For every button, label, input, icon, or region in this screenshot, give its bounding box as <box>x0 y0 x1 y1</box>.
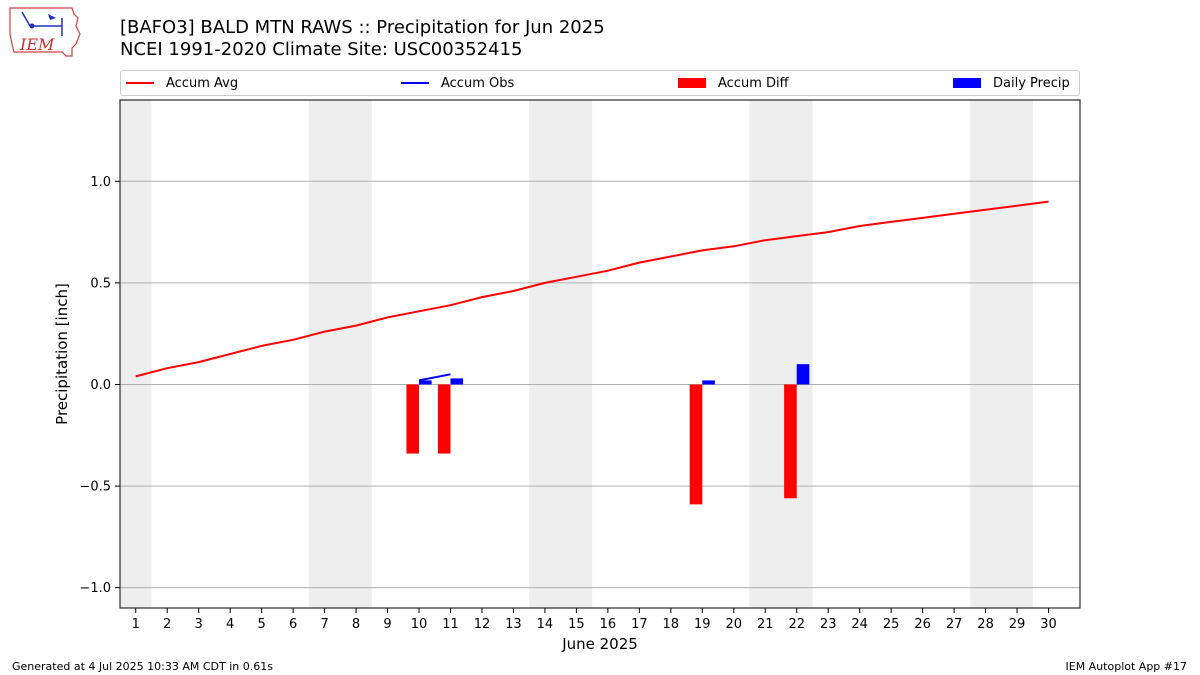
x-tick-label: 25 <box>883 617 900 632</box>
accum-diff-bar <box>784 384 797 499</box>
y-tick-label: 0.5 <box>90 276 111 291</box>
x-tick-label: 12 <box>474 617 491 632</box>
accum-obs-line <box>418 373 451 382</box>
x-tick-label: 10 <box>411 617 428 632</box>
weekend-shade <box>308 100 372 608</box>
x-tick-label: 22 <box>788 617 805 632</box>
x-tick-label: 2 <box>163 617 171 632</box>
y-tick-label: 0.0 <box>90 378 111 393</box>
y-tick-label: −0.5 <box>79 480 111 495</box>
x-tick-label: 7 <box>320 617 328 632</box>
daily-precip-bar <box>419 380 432 385</box>
legend-item-accum-diff: Accum Diff <box>678 71 789 95</box>
x-tick-label: 29 <box>1009 617 1026 632</box>
y-axis-label: Precipitation [inch] <box>53 283 71 425</box>
x-tick-label: 17 <box>631 617 648 632</box>
x-tick-label: 1 <box>132 617 140 632</box>
x-tick-label: 5 <box>257 617 265 632</box>
legend-label-accum-avg: Accum Avg <box>166 75 239 91</box>
legend-label-accum-obs: Accum Obs <box>441 75 515 91</box>
x-tick-label: 9 <box>383 617 391 632</box>
weekend-shade <box>969 100 1033 608</box>
daily-precip-bar <box>702 380 715 385</box>
accum-diff-bar <box>689 384 703 505</box>
chart-title: [BAFO3] BALD MTN RAWS :: Precipitation f… <box>120 17 605 38</box>
generated-timestamp: Generated at 4 Jul 2025 10:33 AM CDT in … <box>12 660 273 673</box>
x-tick-label: 18 <box>663 617 680 632</box>
app-credit: IEM Autoplot App #17 <box>1065 660 1188 673</box>
chart-legend: Accum Avg Accum Obs Accum Diff Daily Pre… <box>120 70 1080 96</box>
weekend-shade <box>749 100 813 608</box>
chart-subtitle: NCEI 1991-2020 Climate Site: USC00352415 <box>120 39 523 60</box>
x-tick-label: 27 <box>946 617 963 632</box>
iem-logo: IEM <box>6 4 82 62</box>
x-tick-label: 4 <box>226 617 234 632</box>
weekend-shade <box>529 100 593 608</box>
x-tick-label: 21 <box>757 617 774 632</box>
y-tick-label: 1.0 <box>90 175 111 190</box>
x-tick-label: 20 <box>725 617 742 632</box>
svg-text:IEM: IEM <box>19 35 55 54</box>
legend-item-accum-avg: Accum Avg <box>126 71 238 95</box>
legend-swatch-accum-obs <box>401 82 429 84</box>
legend-label-accum-diff: Accum Diff <box>718 75 789 91</box>
accum-avg-line <box>135 200 1049 378</box>
weekend-shade <box>120 100 152 608</box>
accum-diff-bar <box>437 384 451 454</box>
x-tick-label: 30 <box>1040 617 1057 632</box>
legend-item-daily-precip: Daily Precip <box>953 71 1070 95</box>
x-tick-label: 11 <box>442 617 459 632</box>
plot-frame <box>119 99 1081 609</box>
x-tick-label: 3 <box>195 617 203 632</box>
x-axis-label: June 2025 <box>561 635 638 653</box>
x-tick-label: 13 <box>505 617 522 632</box>
plot-area <box>120 100 1080 608</box>
x-tick-label: 26 <box>914 617 931 632</box>
legend-item-accum-obs: Accum Obs <box>401 71 514 95</box>
daily-precip-bar <box>450 378 464 385</box>
legend-swatch-accum-diff <box>678 78 706 88</box>
x-tick-label: 28 <box>977 617 994 632</box>
legend-swatch-accum-avg <box>126 82 154 84</box>
legend-label-daily-precip: Daily Precip <box>993 75 1070 91</box>
legend-swatch-daily-precip <box>953 78 981 88</box>
x-tick-label: 19 <box>694 617 711 632</box>
x-tick-label: 14 <box>537 617 554 632</box>
x-tick-label: 23 <box>820 617 837 632</box>
x-tick-label: 24 <box>851 617 868 632</box>
x-tick-label: 6 <box>289 617 297 632</box>
x-tick-label: 16 <box>600 617 617 632</box>
daily-precip-bar <box>796 364 810 385</box>
x-tick-label: 8 <box>352 617 360 632</box>
y-tick-label: −1.0 <box>79 581 111 596</box>
accum-diff-bar <box>406 384 420 454</box>
x-tick-label: 15 <box>568 617 585 632</box>
